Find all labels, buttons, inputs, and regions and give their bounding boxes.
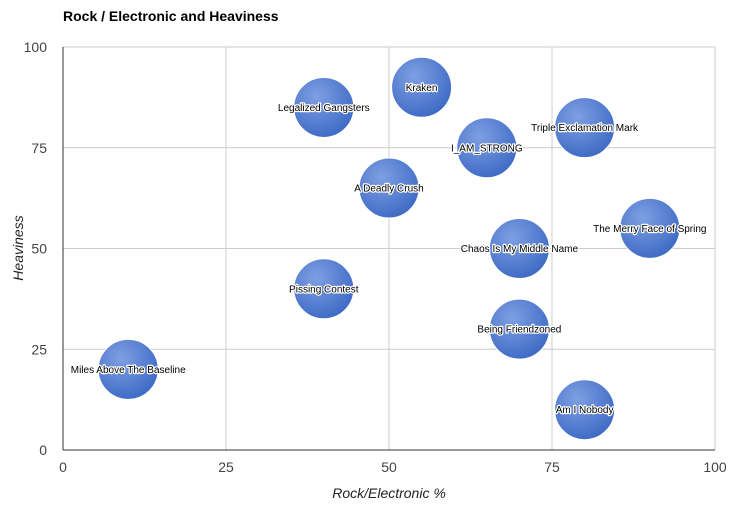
x-axis-title: Rock/Electronic % xyxy=(332,485,446,501)
bubble-label: Being Friendzoned xyxy=(477,325,561,336)
bubbles xyxy=(97,56,681,441)
bubble-point[interactable] xyxy=(554,379,616,441)
tick-labels: 0 25 50 75 100 0 25 50 75 100 xyxy=(24,39,727,475)
bubble-point[interactable] xyxy=(97,338,159,400)
y-tick-label: 0 xyxy=(39,442,47,458)
y-tick-label: 100 xyxy=(24,39,48,55)
bubble-label: Kraken xyxy=(406,83,438,94)
bubble-label: A Deadly Crush xyxy=(354,184,423,195)
bubble-label: Triple Exclamation Mark xyxy=(531,123,639,134)
y-tick-label: 75 xyxy=(31,140,47,156)
bubble-label: Miles Above The Baseline xyxy=(71,365,186,376)
grid xyxy=(62,46,716,451)
bubble-label: Chaos Is My Middle Name xyxy=(461,244,579,255)
y-axis-title: Heaviness xyxy=(10,215,26,280)
x-tick-label: 50 xyxy=(381,459,397,475)
x-tick-label: 100 xyxy=(703,459,727,475)
bubble-point[interactable] xyxy=(293,258,355,320)
bubble-point[interactable] xyxy=(391,56,453,118)
bubble-point[interactable] xyxy=(358,157,420,219)
bubble-point[interactable] xyxy=(554,97,616,159)
y-tick-label: 50 xyxy=(31,241,47,257)
bubble-point[interactable] xyxy=(488,218,550,279)
bubble-point[interactable] xyxy=(619,197,681,259)
bubble-label: I_AM_STRONG xyxy=(451,143,523,154)
x-tick-label: 25 xyxy=(218,459,234,475)
bubble-label: Pissing Contest xyxy=(289,284,359,295)
x-tick-label: 75 xyxy=(544,459,560,475)
bubble-label: Am I Nobody xyxy=(556,405,614,416)
bubble-point[interactable] xyxy=(456,117,518,179)
bubble-label: Legalized Gangsters xyxy=(278,103,370,114)
bubble-label: The Merry Face of Spring xyxy=(593,224,706,235)
chart-title: Rock / Electronic and Heaviness xyxy=(63,8,279,24)
x-tick-label: 0 xyxy=(59,459,67,475)
bubble-point[interactable] xyxy=(488,298,550,360)
bubble-point[interactable] xyxy=(293,76,355,138)
y-tick-label: 25 xyxy=(31,341,47,357)
bubble-labels: Kraken Legalized Gangsters Triple Exclamat… xyxy=(70,82,708,418)
